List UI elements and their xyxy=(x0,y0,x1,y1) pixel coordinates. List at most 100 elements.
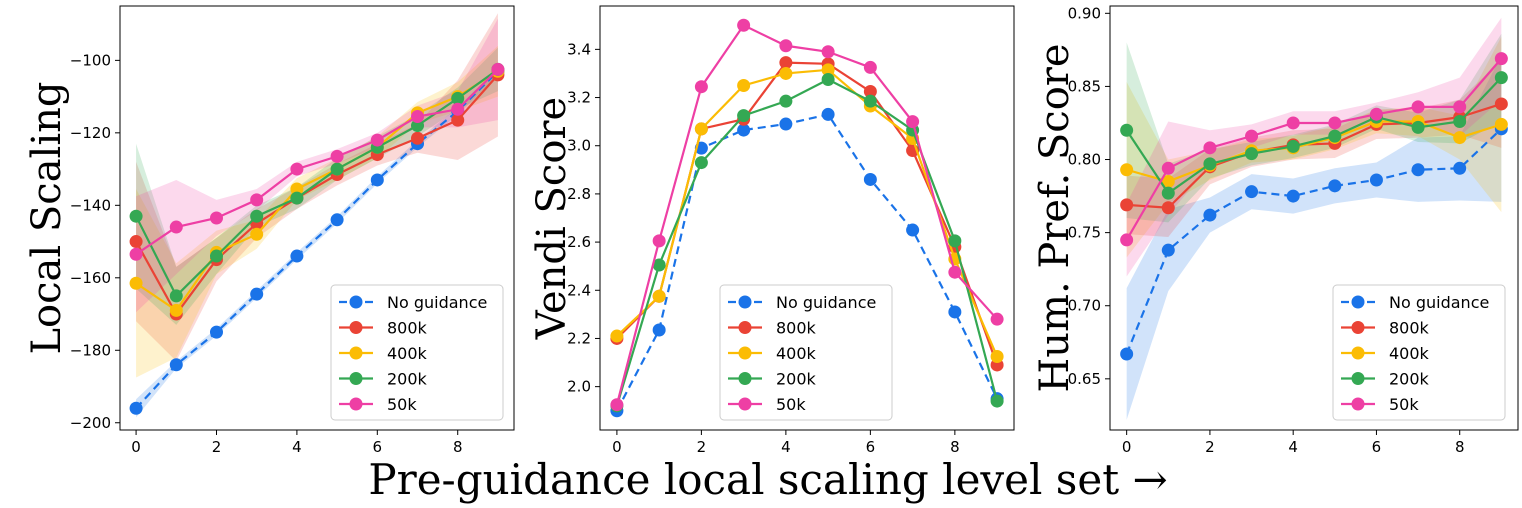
data-point-200k xyxy=(1328,129,1342,143)
x-tick-label: 8 xyxy=(1455,438,1465,456)
data-point-200k xyxy=(1161,186,1175,200)
data-point-50k xyxy=(1203,141,1217,155)
data-point-800k xyxy=(129,235,143,249)
data-point-400k xyxy=(694,122,708,136)
data-point-50k xyxy=(1286,116,1300,130)
legend-marker-no-guidance xyxy=(1351,295,1365,309)
series-line-no-guidance xyxy=(135,70,499,410)
data-point-400k xyxy=(1494,117,1508,131)
data-point-400k xyxy=(610,329,624,343)
data-point-800k xyxy=(1161,201,1175,215)
data-point-200k xyxy=(737,109,751,123)
data-point-50k xyxy=(169,220,183,234)
x-tick-label: 4 xyxy=(781,438,791,456)
data-point-no-guidance xyxy=(250,287,264,301)
confidence-band-400k xyxy=(1126,36,1502,258)
legend-label-800k: 800k xyxy=(776,319,817,338)
data-point-50k xyxy=(1328,116,1342,130)
legend-marker-800k xyxy=(1351,321,1365,334)
y-tick-label: 2.2 xyxy=(567,329,591,347)
data-point-no-guidance xyxy=(209,325,223,339)
data-point-200k xyxy=(1203,157,1217,171)
data-point-200k xyxy=(169,289,183,303)
data-point-400k xyxy=(290,182,304,196)
data-point-200k xyxy=(1120,123,1134,137)
legend-marker-no-guidance xyxy=(738,295,752,309)
legend: No guidance 800k 400k 200k 50k xyxy=(719,284,893,421)
data-point-no-guidance xyxy=(821,107,835,121)
data-point-no-guidance xyxy=(779,117,793,131)
y-tick-label: 0.75 xyxy=(1068,224,1101,242)
data-point-no-guidance xyxy=(737,123,751,137)
data-point-50k xyxy=(370,133,384,147)
data-point-200k xyxy=(1286,139,1300,153)
y-axis-label: Vendi Score xyxy=(529,97,575,340)
confidence-band-no-guidance xyxy=(1126,55,1502,420)
x-tick-label: 0 xyxy=(1122,438,1132,456)
data-point-50k xyxy=(990,312,1004,326)
data-point-no-guidance xyxy=(1245,185,1259,199)
shared-x-axis-label: Pre-guidance local scaling level set → xyxy=(368,455,1167,504)
data-point-no-guidance xyxy=(129,401,143,415)
legend: No guidance 800k 400k 200k 50k xyxy=(330,284,504,421)
data-point-200k xyxy=(250,209,264,223)
legend-label-800k: 800k xyxy=(387,319,428,338)
data-point-no-guidance xyxy=(370,173,384,187)
data-point-50k xyxy=(451,102,465,116)
confidence-band-800k xyxy=(1126,60,1502,238)
legend-label-50k: 50k xyxy=(1389,395,1419,414)
data-point-50k xyxy=(1245,129,1259,143)
series-line-400k xyxy=(1126,120,1502,183)
data-point-no-guidance xyxy=(1453,161,1467,175)
y-tick-label: 2.4 xyxy=(567,281,591,299)
data-point-400k xyxy=(1161,174,1175,188)
data-point-no-guidance xyxy=(1286,189,1300,203)
data-point-no-guidance xyxy=(1411,163,1425,177)
legend-label-50k: 50k xyxy=(387,395,417,414)
data-point-50k xyxy=(652,234,666,248)
confidence-band-50k xyxy=(1126,17,1502,277)
legend-label-no-guidance: No guidance xyxy=(776,293,876,312)
y-tick-label: 2.0 xyxy=(567,378,591,396)
data-point-200k xyxy=(411,119,425,133)
data-point-200k xyxy=(290,191,304,205)
data-point-800k xyxy=(451,113,465,127)
series-line-50k xyxy=(615,23,998,405)
legend-marker-50k xyxy=(738,397,752,411)
y-tick-label: −120 xyxy=(70,124,111,142)
data-point-50k xyxy=(906,115,920,129)
y-tick-label: 2.6 xyxy=(567,233,591,251)
legend-marker-50k xyxy=(349,397,363,411)
data-point-200k xyxy=(129,209,143,223)
data-point-50k xyxy=(411,110,425,124)
data-point-800k xyxy=(779,56,793,70)
series-line-no-guidance xyxy=(1125,128,1503,355)
legend-label-no-guidance: No guidance xyxy=(387,293,487,312)
x-tick-label: 4 xyxy=(292,438,302,456)
axes-frame xyxy=(599,5,1015,431)
legend-marker-400k xyxy=(1351,346,1365,360)
plot-area xyxy=(610,18,1004,418)
y-tick-label: 3.0 xyxy=(567,137,591,155)
legend-marker-400k xyxy=(349,346,363,360)
chart-panel-3: 0 2 4 6 8 0.65 0.70 0.75 0.80 0.85 0.90 Hum. Pref. … xyxy=(1032,4,1519,456)
axes-frame xyxy=(1109,5,1519,431)
data-point-no-guidance xyxy=(1120,347,1134,361)
legend-marker-no-guidance xyxy=(349,295,363,309)
legend-marker-200k xyxy=(1351,372,1365,385)
data-point-50k xyxy=(1494,52,1508,66)
data-point-50k xyxy=(948,265,962,279)
legend-frame xyxy=(719,284,893,421)
y-tick-label: −100 xyxy=(70,51,111,69)
series-line-800k xyxy=(1126,102,1502,209)
chart-panel-2: 0 2 4 6 8 2.0 2.2 2.4 2.6 2.8 3.0 3.2 3.4 Vendi Score… xyxy=(529,5,1015,456)
legend-marker-200k xyxy=(349,372,363,385)
data-point-50k xyxy=(250,193,264,207)
data-point-400k xyxy=(250,227,264,241)
data-point-50k xyxy=(290,162,304,176)
data-point-50k xyxy=(330,149,344,163)
x-tick-label: 0 xyxy=(131,438,141,456)
